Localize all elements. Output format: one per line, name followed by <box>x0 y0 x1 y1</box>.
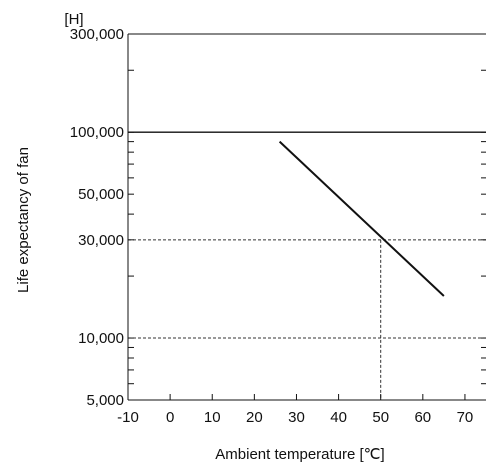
y-tick-label: 50,000 <box>78 186 124 203</box>
x-tick-label: 40 <box>330 409 347 426</box>
x-tick-label: 70 <box>457 409 474 426</box>
y-tick-label: 100,000 <box>70 124 124 141</box>
y-tick-label: 30,000 <box>78 232 124 249</box>
x-tick-label: 10 <box>204 409 221 426</box>
x-tick-label: 20 <box>246 409 263 426</box>
y-tick-label: 5,000 <box>86 392 124 409</box>
x-tick-label: 50 <box>372 409 389 426</box>
plot-area: 5,000 10,000 30,000 50,000 100,000 300,000 -10… <box>70 26 486 426</box>
series-line <box>278 140 445 297</box>
y-axis-title: Life expectancy of fan <box>15 147 32 293</box>
x-tick-label: 30 <box>288 409 305 426</box>
x-axis-title: Ambient temperature [℃] <box>215 446 384 463</box>
y-unit-label: [H] <box>64 11 83 28</box>
x-tick-label: 60 <box>414 409 431 426</box>
y-tick-label: 300,000 <box>70 26 124 43</box>
x-tick-label: 0 <box>166 409 174 426</box>
y-tick-label: 10,000 <box>78 330 124 347</box>
x-tick-label: -10 <box>117 409 139 426</box>
